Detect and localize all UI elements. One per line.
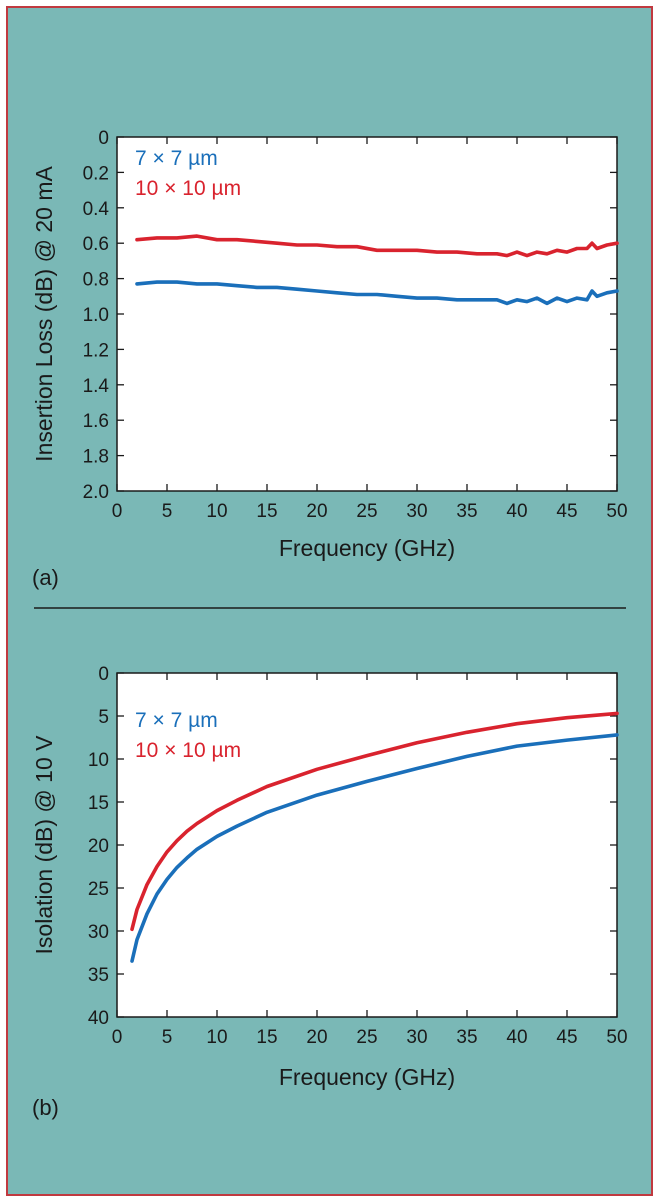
y-tick-label: 1.6	[83, 411, 109, 432]
chart-panel-b: 0 5 10 15 20 25 30 35 40 45 50 0 5 10 15 20 25 30 35 40 Freq…	[31, 664, 628, 1120]
y-tick-label: 10	[88, 750, 109, 771]
y-tick-label: 5	[98, 707, 109, 728]
legend-entry-7x7: 7 × 7 µm	[135, 147, 218, 170]
y-tick-label: 40	[88, 1008, 109, 1029]
legend-entry-7x7: 7 × 7 µm	[135, 709, 218, 732]
x-tick-label: 40	[506, 501, 527, 522]
series-line-7x7	[135, 280, 619, 306]
y-tick-label: 1.8	[83, 447, 109, 468]
x-tick-label: 40	[506, 1027, 527, 1048]
x-tick-label: 15	[256, 1027, 277, 1048]
y-tick-label: 2.0	[83, 482, 109, 503]
y-tick-label: 35	[88, 965, 109, 986]
x-tick-label: 45	[556, 501, 577, 522]
y-tick-label: 1.0	[83, 305, 109, 326]
x-axis-title: Frequency (GHz)	[279, 535, 455, 561]
y-tick-label: 25	[88, 879, 109, 900]
x-tick-label: 20	[306, 501, 327, 522]
series-line-10x10	[135, 234, 619, 258]
y-tick-label: 0	[98, 664, 109, 685]
panel-label: (b)	[32, 1095, 59, 1120]
panel-label: (a)	[32, 565, 59, 590]
chart-panel-a: 0 5 10 15 20 25 30 35 40 45 50 0 0.2 0.4 0.6 0.8 1.0 1.2 1…	[31, 128, 628, 590]
y-axis-title: Insertion Loss (dB) @ 20 mA	[31, 166, 57, 462]
y-tick-label: 0.2	[83, 163, 109, 184]
y-tick-label: 15	[88, 793, 109, 814]
x-tick-label: 30	[406, 1027, 427, 1048]
x-tick-label: 15	[256, 501, 277, 522]
x-tick-label: 35	[456, 501, 477, 522]
series-line-7x7	[130, 733, 619, 963]
x-tick-label: 10	[206, 1027, 227, 1048]
x-tick-label: 50	[606, 501, 627, 522]
y-tick-label: 1.4	[83, 376, 110, 397]
x-tick-label: 10	[206, 501, 227, 522]
x-tick-label: 0	[112, 501, 123, 522]
x-tick-label: 5	[162, 501, 173, 522]
x-tick-label: 35	[456, 1027, 477, 1048]
x-tick-label: 25	[356, 1027, 377, 1048]
x-tick-label: 5	[162, 1027, 173, 1048]
y-tick-label: 0.6	[83, 234, 109, 255]
x-tick-label: 0	[112, 1027, 123, 1048]
legend-entry-10x10: 10 × 10 µm	[135, 177, 241, 200]
y-tick-label: 30	[88, 922, 109, 943]
y-tick-label: 0.4	[83, 199, 110, 220]
y-tick-label: 20	[88, 836, 109, 857]
x-tick-label: 45	[556, 1027, 577, 1048]
x-tick-label: 20	[306, 1027, 327, 1048]
y-tick-label: 0	[98, 128, 109, 149]
y-axis-title: Isolation (dB) @ 10 V	[31, 735, 57, 955]
series-line-10x10	[130, 711, 619, 932]
x-tick-label: 25	[356, 501, 377, 522]
y-tick-label: 1.2	[83, 340, 109, 361]
plot-area	[116, 136, 618, 492]
x-tick-label: 50	[606, 1027, 627, 1048]
x-tick-label: 30	[406, 501, 427, 522]
y-tick-label: 0.8	[83, 270, 109, 291]
legend-entry-10x10: 10 × 10 µm	[135, 739, 241, 762]
x-axis-title: Frequency (GHz)	[279, 1064, 455, 1090]
plot-area	[116, 672, 618, 1018]
